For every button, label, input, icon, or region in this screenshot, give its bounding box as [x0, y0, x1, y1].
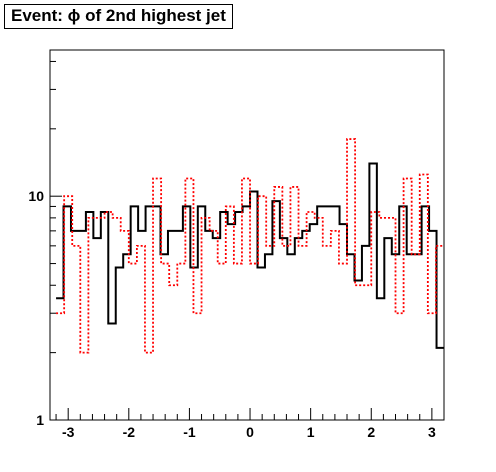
axes-layer: -3 -2 -1 0 1 2 3 1 10 [28, 60, 445, 440]
histogram-red-dashed [56, 138, 444, 354]
x-tick-label: 3 [428, 424, 436, 440]
x-tick-label: -1 [183, 424, 196, 440]
histogram-black-solid [56, 162, 444, 349]
plot-frame [49, 49, 445, 421]
x-tick-label: -3 [62, 424, 75, 440]
x-tick-label: 0 [246, 424, 254, 440]
x-tick-label: -2 [123, 424, 136, 440]
x-tick-label: 1 [307, 424, 315, 440]
x-tick-label: 2 [367, 424, 375, 440]
y-tick-label: 1 [36, 412, 44, 428]
y-tick-label: 10 [28, 188, 44, 204]
chart-title: Event: ϕ of 2nd highest jet [4, 4, 233, 29]
series-layer [56, 138, 444, 354]
